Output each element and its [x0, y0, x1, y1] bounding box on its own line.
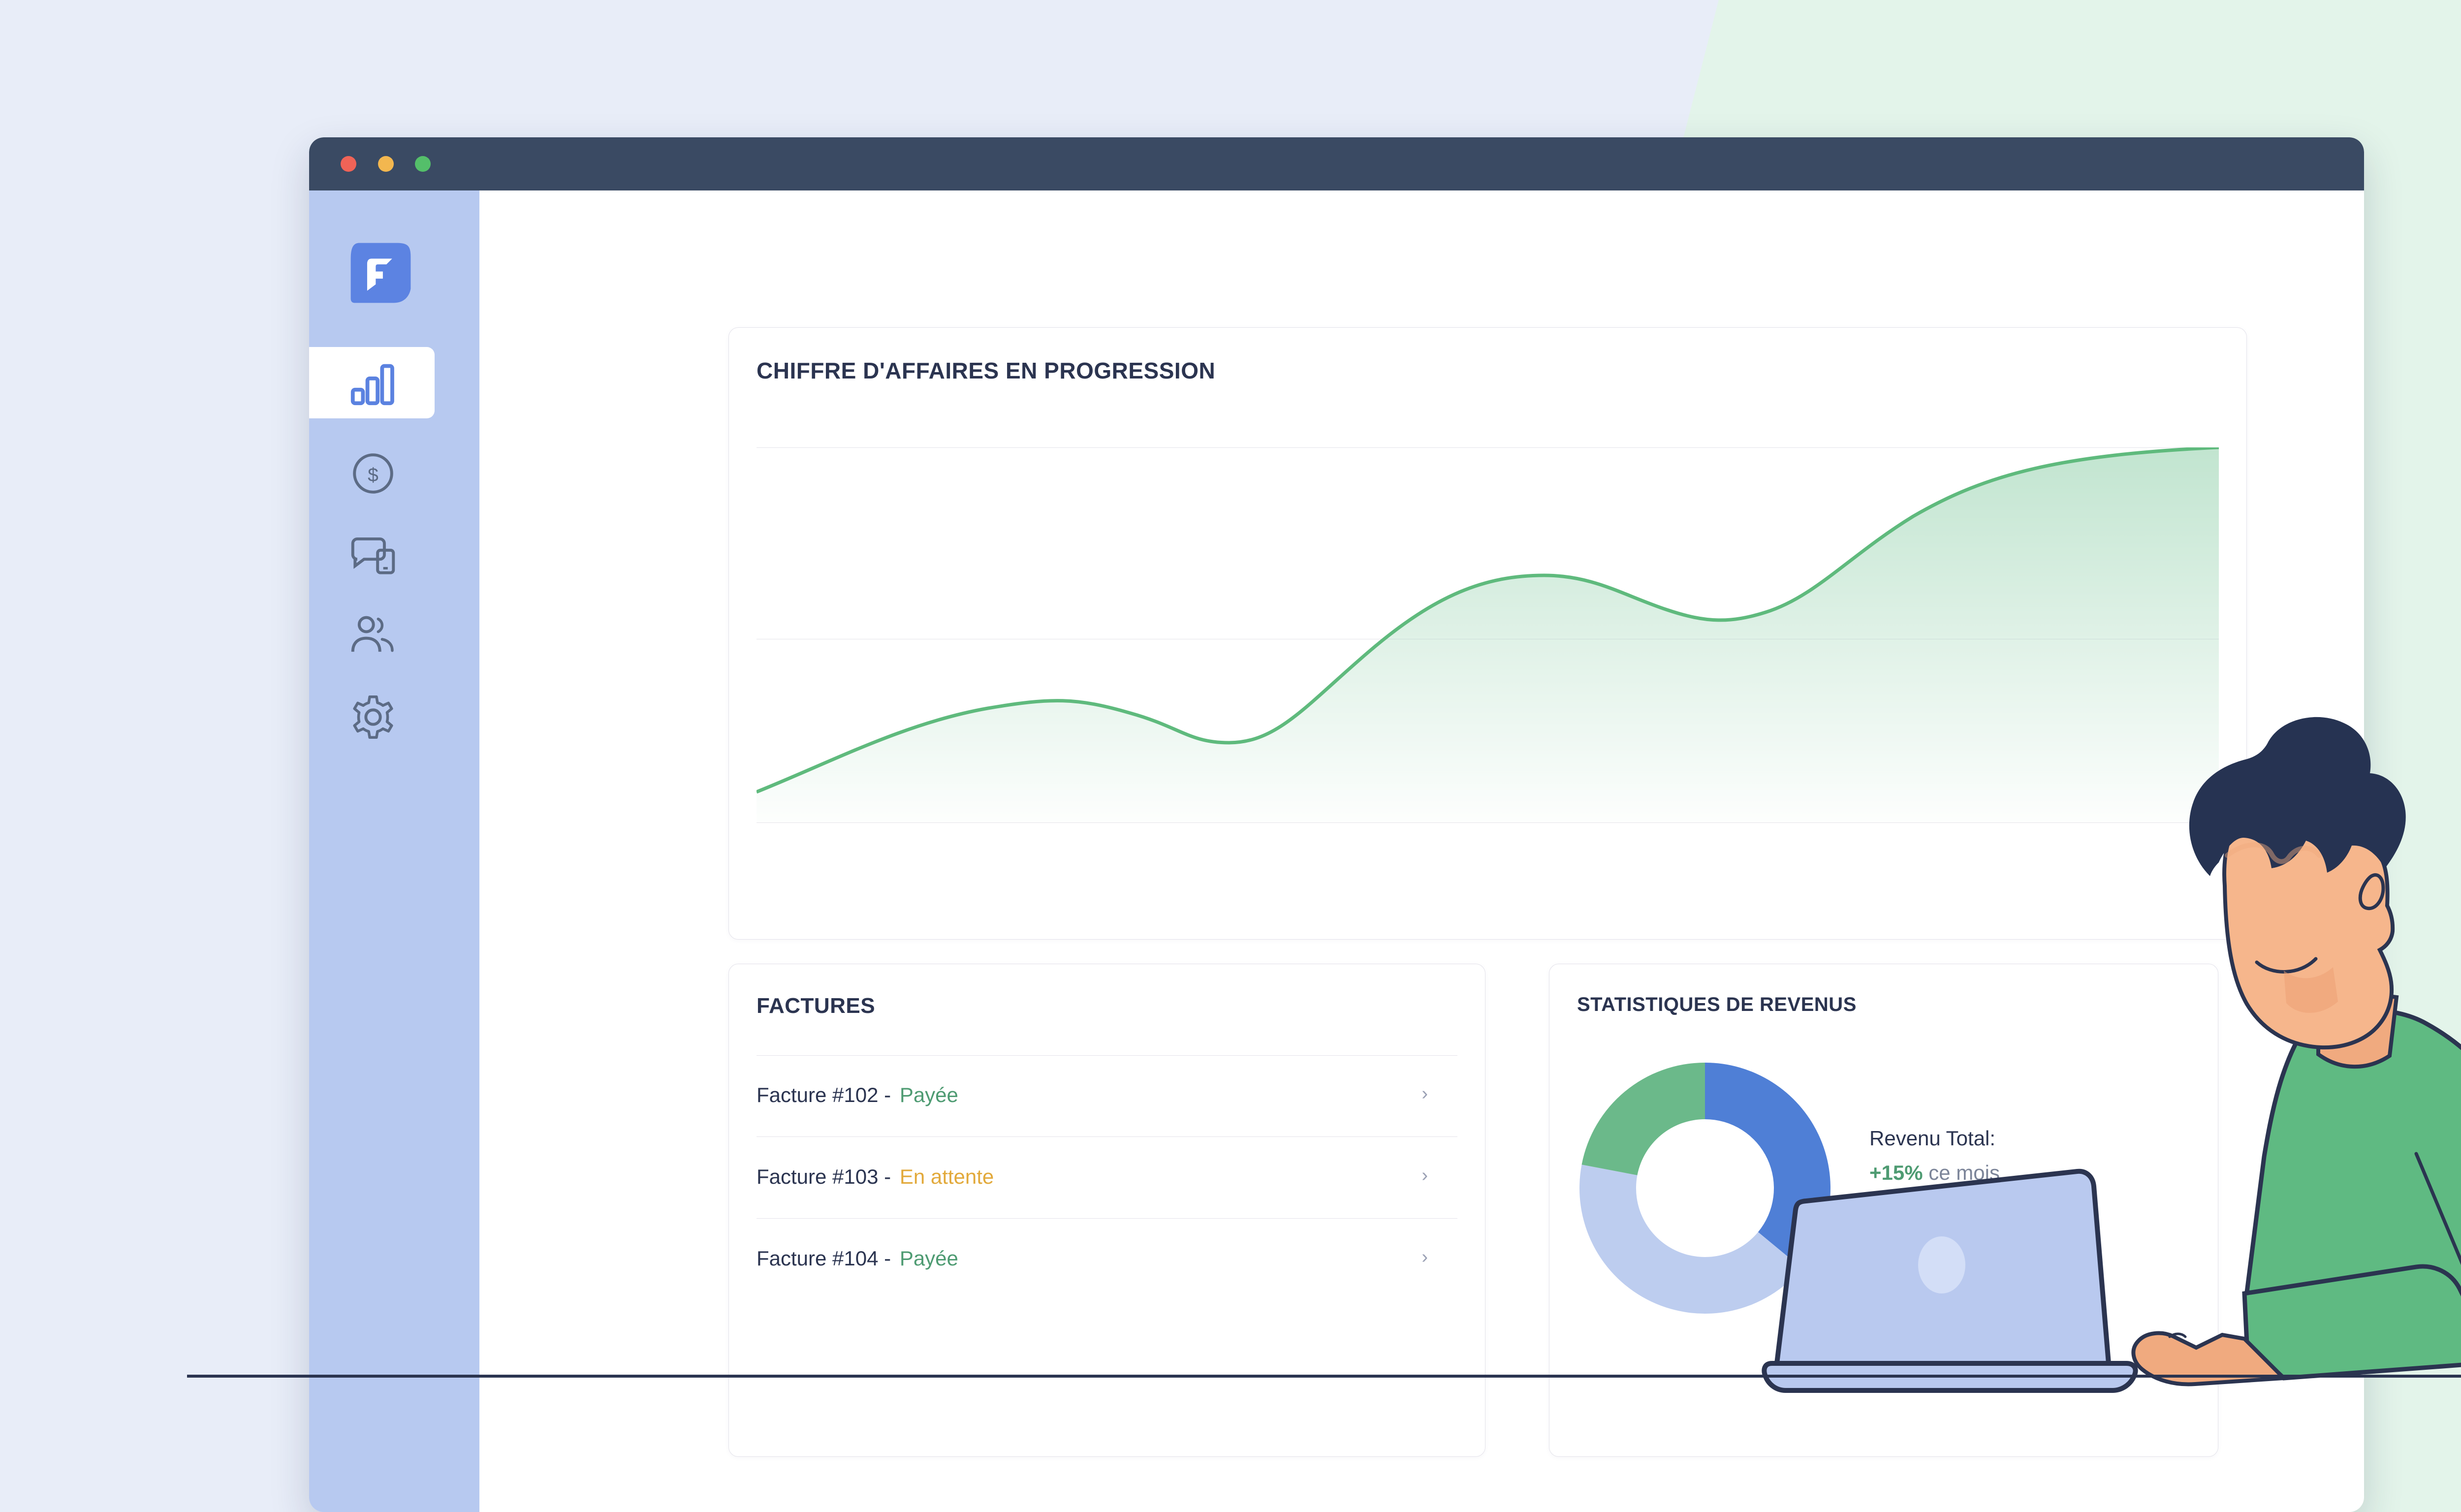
svg-text:$: $ [368, 465, 379, 486]
